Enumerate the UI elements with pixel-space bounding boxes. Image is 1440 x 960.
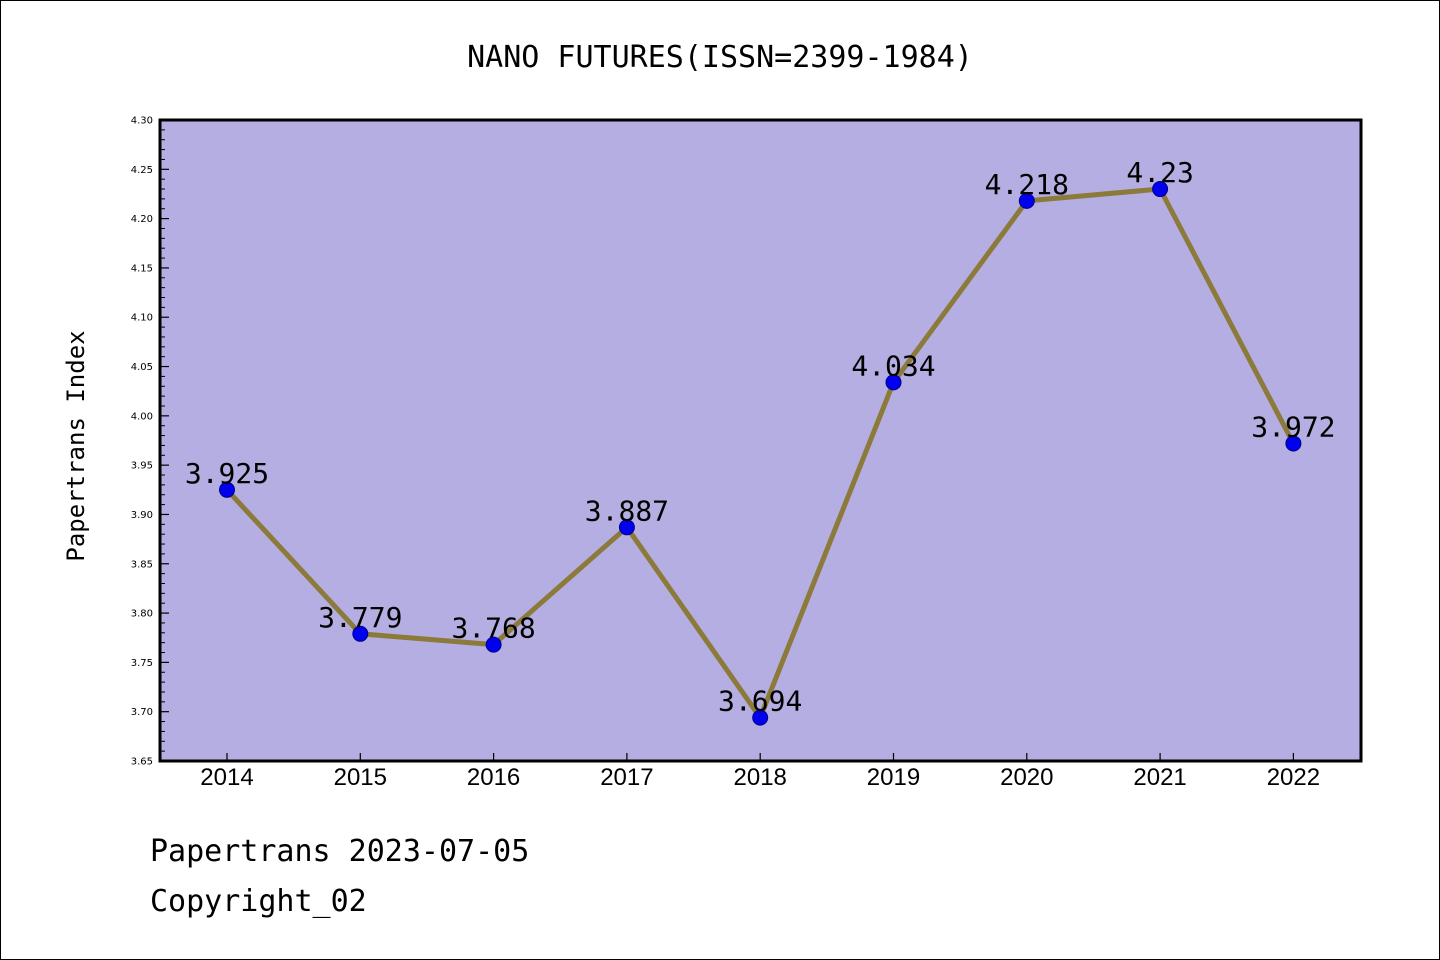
plot-border: [158, 118, 1363, 763]
data-point: [752, 709, 769, 726]
data-point: [1018, 192, 1035, 209]
data-labels: 3.925 3.779 3.768 3.887 3.694 4.034 4.218 4.23 3…: [185, 156, 1336, 718]
x-axis: 2014 2015 2016 2017 2018 2019 2020 2021 2022: [200, 753, 1320, 791]
data-point: [885, 374, 902, 391]
y-tick-label: 3.75: [131, 658, 153, 669]
y-tick-label: 3.70: [131, 707, 153, 718]
x-tick-label: 2018: [734, 764, 787, 791]
data-label: 4.218: [985, 168, 1069, 201]
y-axis-label: Papertrans Index: [62, 330, 90, 561]
y-tick-label: 3.80: [131, 609, 153, 620]
data-label: 3.887: [585, 494, 669, 527]
y-tick-label: 3.90: [131, 510, 153, 521]
y-tick-label: 4.05: [131, 362, 153, 373]
data-label: 3.694: [718, 685, 802, 718]
data-point: [1285, 435, 1302, 452]
data-point: [485, 636, 502, 653]
data-point: [1152, 181, 1169, 198]
plot-area: [160, 120, 1361, 761]
x-tick-label: 2014: [200, 764, 253, 791]
data-point: [219, 481, 235, 498]
y-tick-label: 3.95: [131, 461, 153, 472]
data-label: 4.034: [851, 349, 935, 382]
data-point: [352, 625, 369, 642]
y-tick-label: 4.00: [131, 411, 153, 422]
data-label: 4.23: [1126, 156, 1193, 189]
data-label: 3.768: [451, 612, 535, 645]
x-tick-label: 2017: [600, 764, 653, 791]
footer-date: Papertrans 2023-07-05: [150, 834, 530, 869]
x-tick-label: 2020: [1000, 764, 1053, 791]
data-label: 3.972: [1251, 410, 1335, 443]
x-tick-label: 2021: [1133, 764, 1186, 791]
data-label: 3.779: [318, 601, 402, 634]
y-tick-label: 4.15: [131, 263, 153, 274]
x-tick-label: 2016: [467, 764, 520, 791]
y-tick-label: 4.10: [131, 313, 153, 324]
footer-copyright: Copyright_02: [150, 884, 367, 919]
y-tick-label: 4.25: [131, 165, 153, 176]
y-tick-label: 3.65: [131, 757, 153, 768]
chart-title: NANO FUTURES(ISSN=2399-1984): [467, 40, 973, 75]
data-markers: [219, 181, 1302, 726]
y-tick-label: 4.30: [131, 116, 153, 127]
x-tick-label: 2022: [1267, 764, 1320, 791]
x-tick-label: 2019: [867, 764, 920, 791]
y-tick-label: 3.85: [131, 559, 153, 570]
y-tick-label: 4.20: [131, 214, 153, 225]
x-tick-label: 2015: [334, 764, 387, 791]
data-point: [618, 519, 635, 536]
data-label: 3.925: [185, 457, 269, 490]
